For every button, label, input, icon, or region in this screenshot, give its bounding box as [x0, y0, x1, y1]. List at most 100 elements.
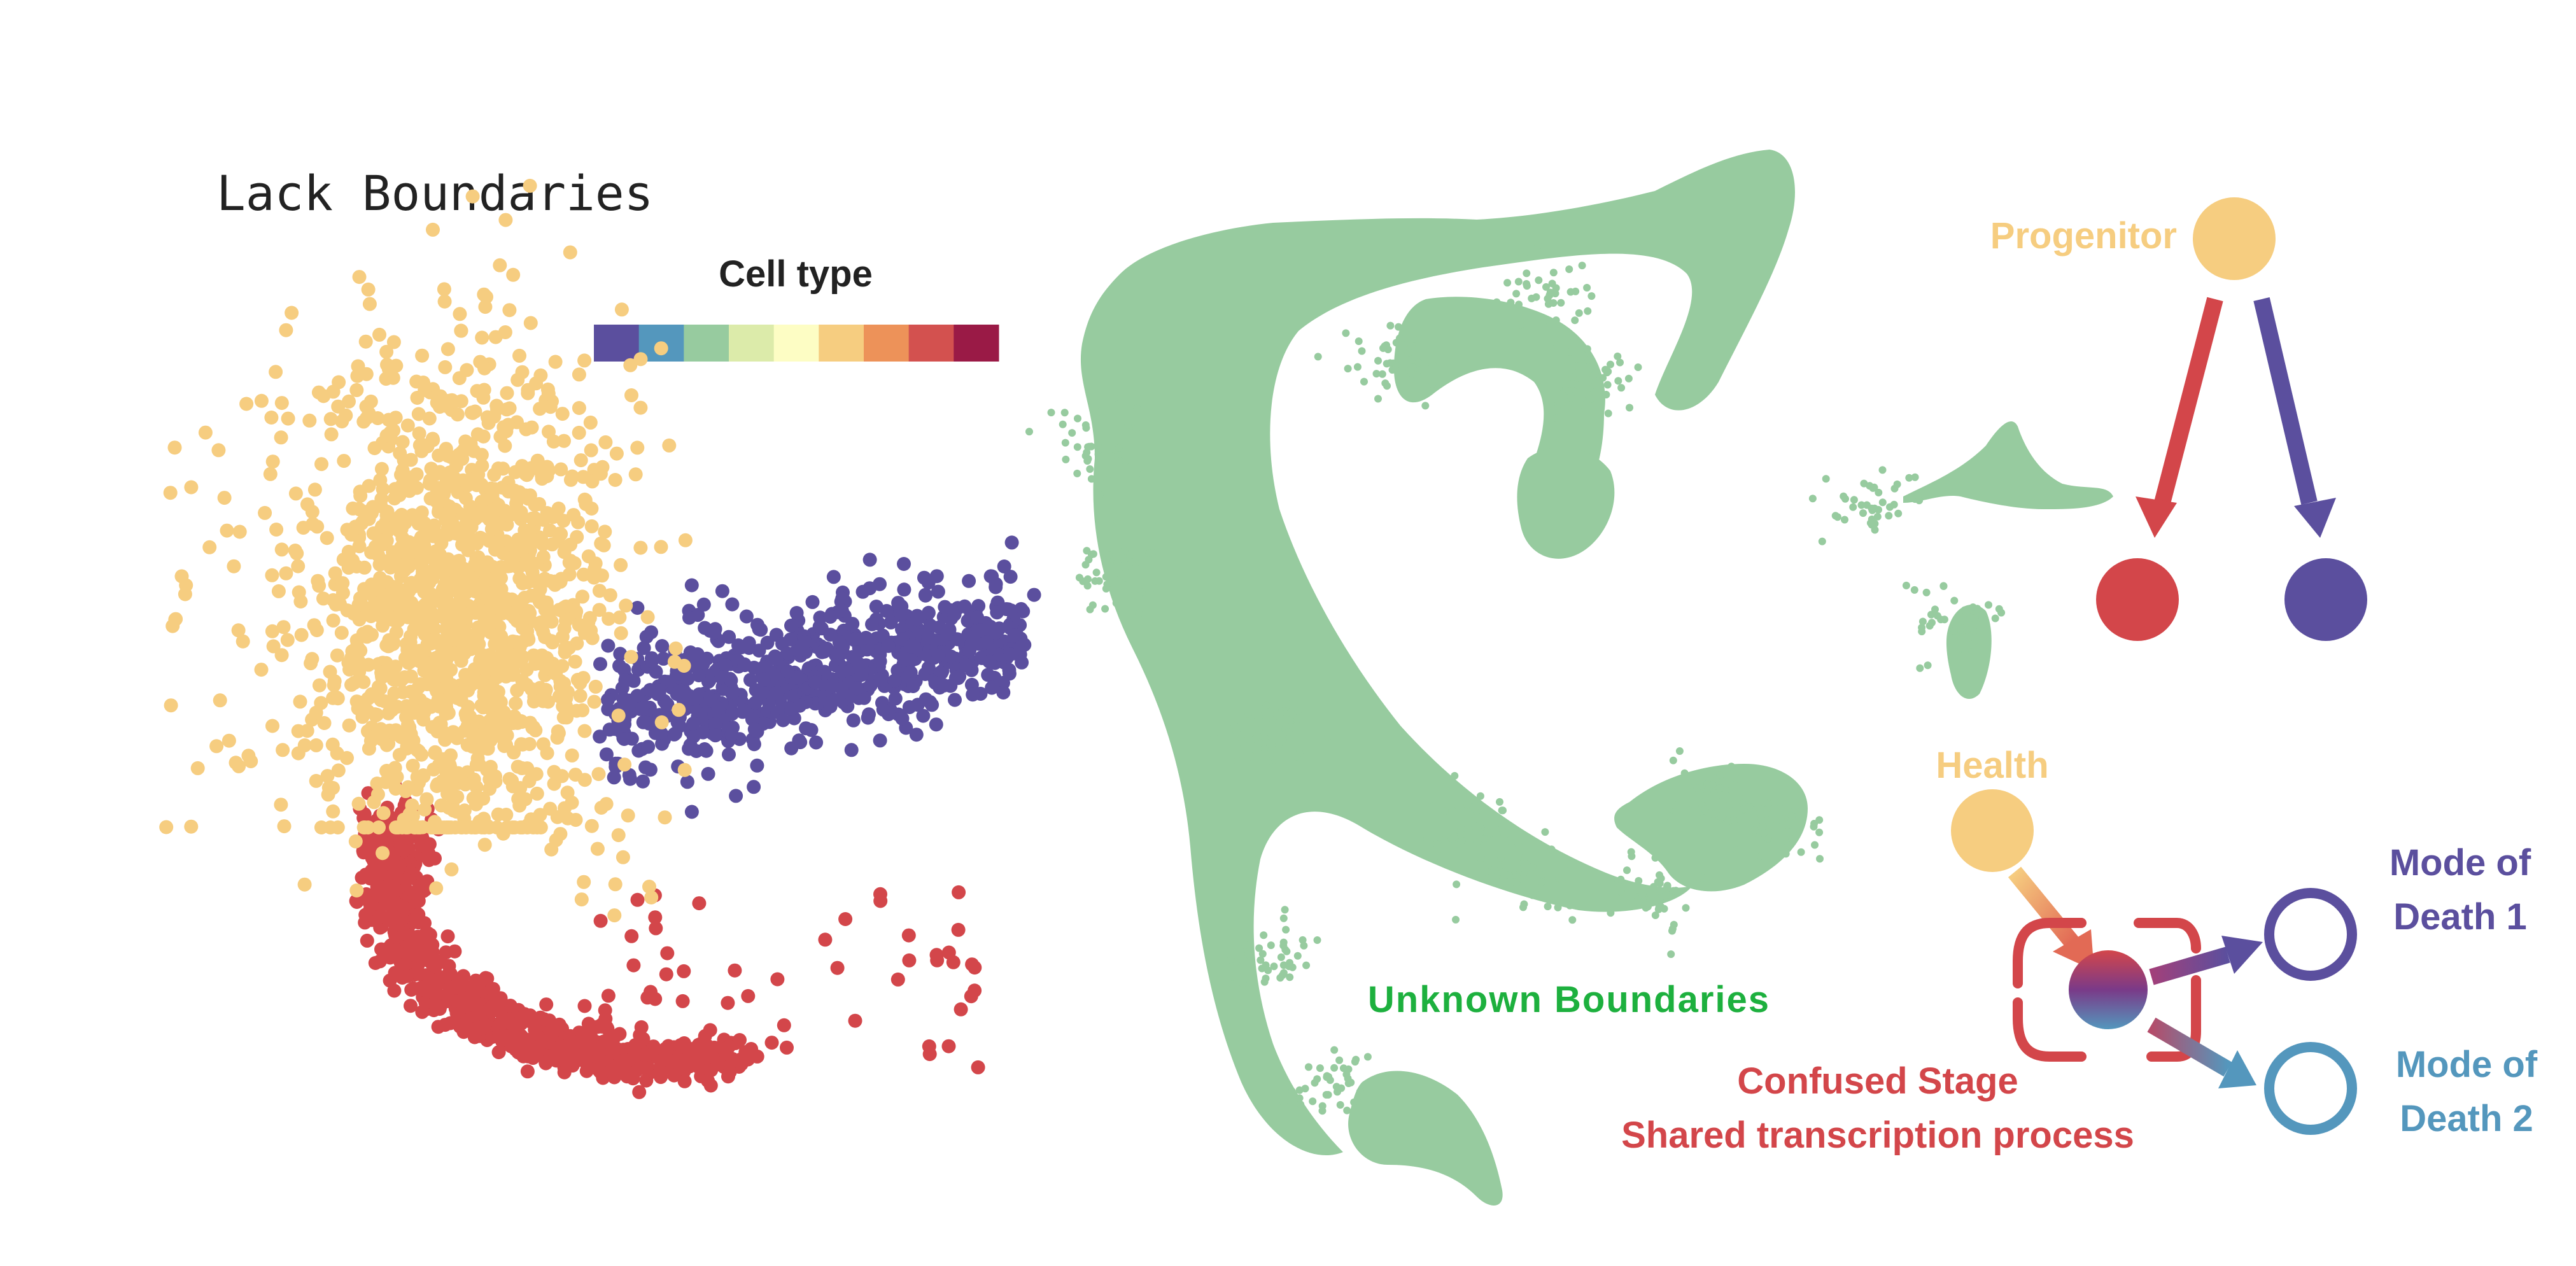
- embedding-speck: [1451, 841, 1459, 848]
- embedding-speck: [1378, 370, 1386, 378]
- embedding-speck: [1603, 381, 1612, 389]
- mode1-cell-dot: [1007, 628, 1022, 643]
- progenitor-cell-dot: [379, 533, 394, 548]
- mode1-cell-dot: [834, 665, 849, 679]
- progenitor-cell-dot: [430, 777, 445, 791]
- mode1-cell-dot: [849, 681, 864, 696]
- embedding-speck: [1258, 950, 1267, 958]
- progenitor-cell-dot: [163, 486, 178, 500]
- embedding-speck: [1279, 736, 1287, 744]
- progenitor-cell-dot: [335, 586, 350, 600]
- mode2-cell-dot: [640, 990, 655, 1005]
- progenitor-cell-dot: [254, 393, 269, 408]
- mode1-cell-dot: [599, 747, 614, 762]
- progenitor-cell-dot: [541, 386, 556, 401]
- embedding-speck: [1507, 299, 1515, 307]
- mode1-cell-dot: [809, 735, 824, 750]
- progenitor-cell-dot: [658, 810, 672, 825]
- embedding-speck: [1425, 796, 1433, 804]
- embedding-speck: [1230, 721, 1239, 729]
- mode1-cell-dot: [703, 669, 717, 684]
- embedding-speck: [1730, 816, 1738, 824]
- progenitor-cell-dot: [312, 678, 327, 693]
- colorbar-swatch: [954, 325, 999, 362]
- progenitor-cell-dot: [362, 297, 377, 311]
- progenitor-cell-dot: [285, 306, 299, 320]
- progenitor-cell-dot: [460, 521, 475, 535]
- progenitor-cell-dot: [426, 679, 441, 694]
- mode1-cell-dot: [684, 578, 699, 593]
- progenitor-cell-dot: [379, 638, 394, 652]
- progenitor-cell-dot: [371, 548, 386, 563]
- embedding-speck: [1269, 716, 1277, 724]
- embedding-speck: [1342, 1071, 1351, 1078]
- embedding-speck: [1498, 825, 1506, 833]
- progenitor-cell-dot: [437, 578, 452, 592]
- progenitor-cell-dot: [477, 361, 492, 376]
- progenitor-cell-dot: [326, 593, 341, 607]
- progenitor-cell-dot: [549, 666, 563, 681]
- embedding-speck: [1894, 509, 1903, 517]
- embedding-speck: [1762, 810, 1770, 818]
- embedding-speck: [1423, 835, 1431, 843]
- progenitor-cell-dot: [512, 571, 527, 586]
- mode1-cell-dot: [985, 680, 999, 695]
- mode1-cell-dot: [845, 617, 860, 631]
- embedding-speck: [1656, 895, 1664, 903]
- mode2-cell-dot: [388, 945, 403, 959]
- progenitor-cell-dot: [328, 566, 342, 580]
- embedding-speck: [1918, 628, 1926, 636]
- mode2-cell-dot: [764, 1036, 779, 1050]
- mode1-cell-dot: [729, 789, 743, 803]
- mode1-cell-dot: [860, 642, 875, 657]
- progenitor-cell-dot: [623, 358, 638, 372]
- progenitor-cell-dot: [258, 505, 272, 520]
- mode1-cell-dot: [929, 717, 943, 732]
- mode1-cell-dot: [904, 653, 919, 668]
- embedding-speck: [1372, 370, 1381, 378]
- embedding-speck: [1414, 358, 1423, 367]
- progenitor-cell-dot: [507, 483, 521, 498]
- progenitor-cell-dot: [411, 407, 426, 421]
- mode1-cell-dot: [990, 605, 1004, 620]
- embedding-speck: [1902, 581, 1910, 589]
- mode2-cell-dot: [598, 1003, 612, 1018]
- progenitor-cell-dot: [279, 566, 293, 580]
- progenitor-cell-dot: [349, 559, 364, 573]
- progenitor-cell-dot: [498, 213, 513, 227]
- progenitor-cell-dot: [358, 334, 373, 349]
- mode2-cell-dot: [552, 1017, 567, 1032]
- progenitor-cell-dot: [608, 877, 623, 892]
- progenitor-cell-dot: [520, 624, 535, 638]
- embedding-speck: [1572, 287, 1580, 295]
- embedding-speck: [1061, 439, 1069, 447]
- embedding-speck: [1286, 973, 1294, 981]
- mode1-cell-dot: [754, 622, 768, 637]
- progenitor-cell-dot: [370, 411, 385, 425]
- embedding-speck: [1288, 1087, 1296, 1095]
- progenitor-cell-dot: [565, 748, 579, 763]
- embedding-speck: [1857, 501, 1866, 509]
- progenitor-cell-dot: [395, 435, 410, 449]
- embedding-speck: [1634, 363, 1642, 371]
- embedding-speck: [1559, 389, 1567, 397]
- progenitor-cell-dot: [402, 807, 417, 822]
- mode1-cell-dot: [617, 663, 631, 677]
- mode1-cell-dot: [854, 668, 869, 682]
- embedding-speck: [1563, 362, 1572, 370]
- progenitor-cell-dot: [529, 376, 544, 391]
- mode2-cell-dot: [414, 943, 428, 958]
- progenitor-cell-dot: [370, 582, 384, 597]
- embedding-speck: [1096, 407, 1104, 416]
- mode2-cell-dot: [389, 862, 404, 876]
- embedding-speck: [1552, 316, 1560, 325]
- embedding-speck: [1540, 316, 1549, 325]
- mode1-cell-dot: [749, 683, 763, 698]
- progenitor-cell-dot: [503, 552, 518, 566]
- embedding-speck: [1759, 822, 1767, 831]
- progenitor-cell-dot: [654, 715, 669, 729]
- embedding-speck: [1788, 835, 1796, 843]
- mode2-cell-dot: [725, 1051, 740, 1066]
- mode1-cell-dot: [880, 603, 894, 618]
- progenitor-cell-dot: [523, 178, 537, 193]
